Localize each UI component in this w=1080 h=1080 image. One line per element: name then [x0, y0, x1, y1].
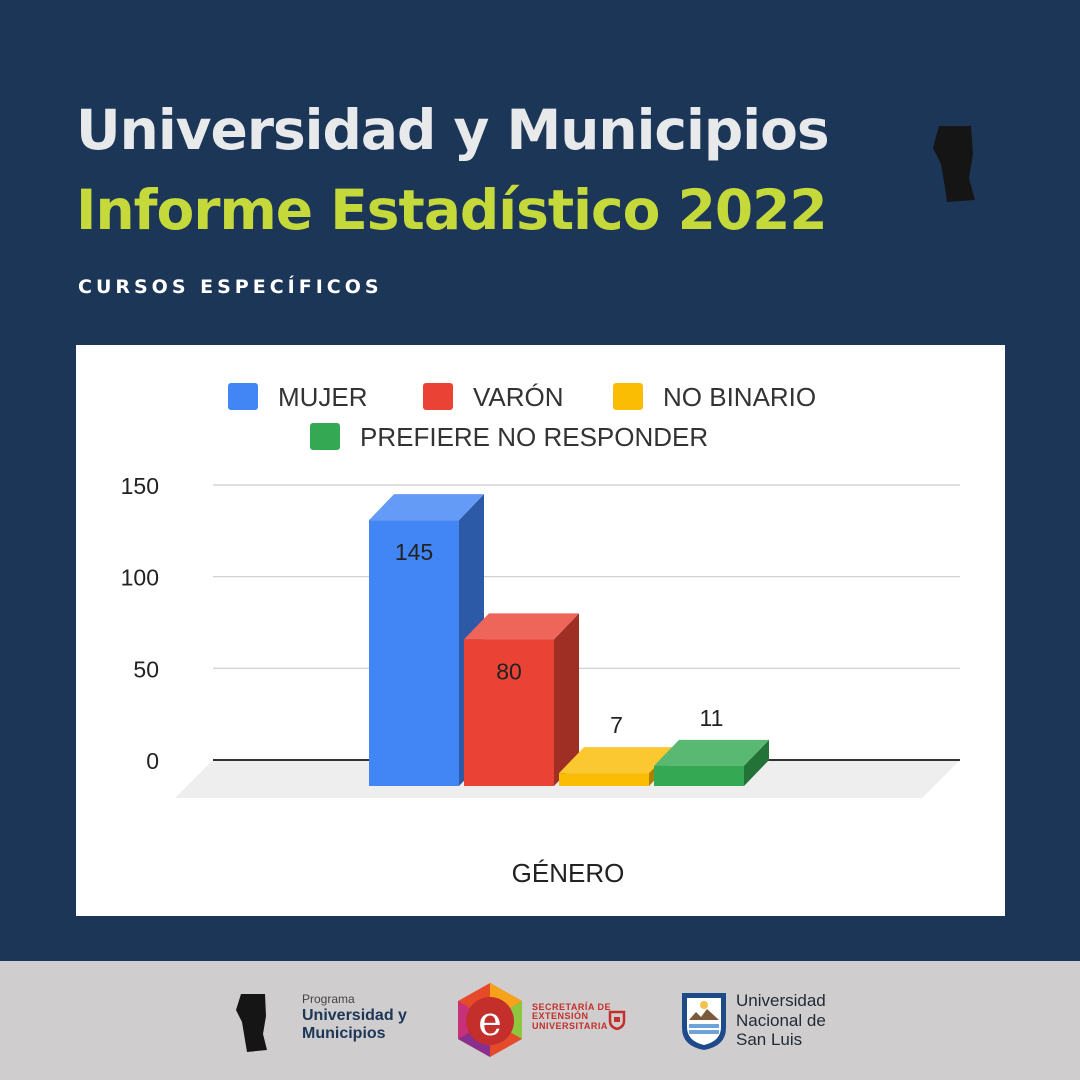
legend-label: NO BINARIO: [663, 382, 816, 412]
y-tick-label: 100: [121, 565, 159, 591]
y-tick-label: 150: [121, 473, 159, 499]
legend-swatch: [613, 383, 643, 410]
bar-side: [554, 613, 579, 786]
bar-chart: 0 50 100 150 145 80 7 11 MUJER VARÓN NO BINARIO PRE…: [121, 382, 960, 888]
section-label: CURSOS ESPECÍFICOS: [78, 276, 383, 298]
shield-icon: [608, 1010, 626, 1030]
page-subtitle: Informe Estadístico 2022: [76, 178, 828, 242]
bar: [369, 520, 459, 786]
programa-logo-icon: [211, 984, 295, 1064]
bar: [654, 765, 744, 786]
legend-label: MUJER: [278, 382, 368, 412]
data-label: 80: [496, 658, 522, 684]
legend-label: PREFIERE NO RESPONDER: [360, 422, 708, 452]
bar-side: [744, 739, 769, 786]
unsl-logo-text: Universidad Nacional de San Luis: [736, 991, 826, 1050]
bar-top: [464, 613, 579, 640]
legend-label: VARÓN: [473, 382, 564, 412]
data-label: 145: [395, 539, 433, 565]
page-title: Universidad y Municipios: [76, 98, 830, 162]
svg-text:e: e: [478, 999, 502, 1045]
programa-logo-text: Programa Universidad y Municipios: [302, 992, 407, 1042]
program-logo-icon: [903, 114, 1013, 218]
footer-band: [0, 961, 1080, 1080]
bar-top: [559, 747, 674, 774]
x-axis-label: GÉNERO: [512, 858, 625, 888]
legend-swatch: [310, 423, 340, 450]
bar: [464, 639, 554, 786]
bar-top: [654, 739, 769, 766]
legend-swatch: [228, 383, 258, 410]
bar: [559, 773, 649, 786]
y-tick-label: 50: [133, 656, 159, 682]
unsl-logo-icon: [682, 993, 726, 1050]
data-label: 7: [610, 712, 623, 738]
bar-top: [369, 494, 484, 521]
extension-logo-text: SECRETARÍA DE EXTENSIÓN UNIVERSITARIA: [532, 1002, 612, 1031]
data-label: 11: [700, 705, 724, 731]
y-tick-label: 0: [146, 748, 159, 774]
chart-panel: 0 50 100 150 145 80 7 11 MUJER VARÓN NO BINARIO PRE…: [76, 345, 1005, 916]
extension-logo-icon: e: [458, 983, 522, 1057]
legend-swatch: [423, 383, 453, 410]
